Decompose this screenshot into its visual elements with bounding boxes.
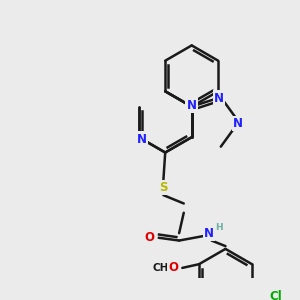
Text: N: N bbox=[186, 98, 196, 111]
Text: N: N bbox=[233, 117, 243, 130]
Text: O: O bbox=[168, 261, 178, 274]
Text: methoxy: methoxy bbox=[148, 267, 154, 268]
Text: N: N bbox=[204, 226, 214, 240]
Text: Cl: Cl bbox=[270, 290, 282, 300]
Text: N: N bbox=[187, 99, 197, 112]
Text: CH₃: CH₃ bbox=[153, 263, 174, 273]
Text: O: O bbox=[145, 231, 154, 244]
Text: N: N bbox=[214, 92, 224, 105]
Text: N: N bbox=[136, 133, 146, 146]
Text: H: H bbox=[215, 223, 223, 232]
Text: S: S bbox=[159, 181, 168, 194]
